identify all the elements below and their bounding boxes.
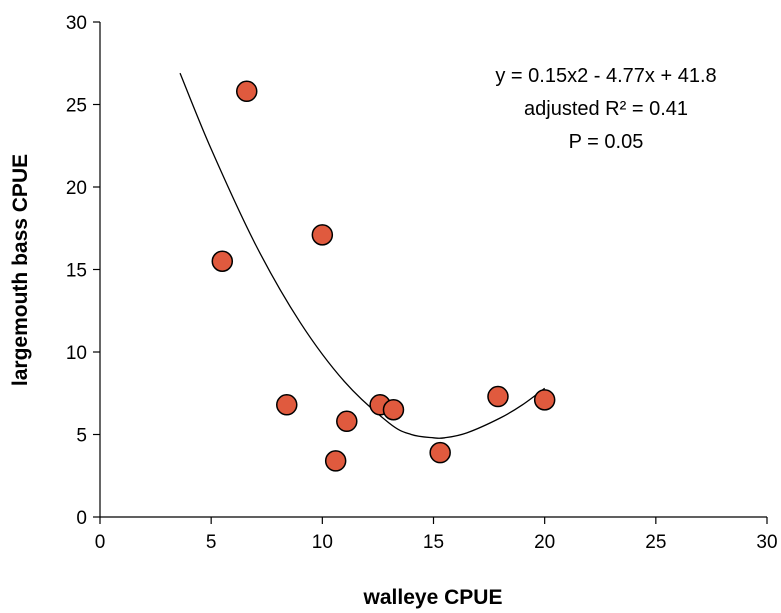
y-tick-label: 15 xyxy=(66,261,87,282)
data-point xyxy=(276,394,298,416)
x-tick-label: 15 xyxy=(423,532,444,553)
data-point xyxy=(311,224,334,246)
x-tick-label: 0 xyxy=(95,532,106,553)
data-point xyxy=(211,250,234,272)
quadratic-trendline xyxy=(179,72,546,439)
data-point xyxy=(487,385,509,408)
axes xyxy=(99,22,767,518)
data-point xyxy=(336,410,358,433)
x-axis-title: walleye CPUE xyxy=(363,586,503,609)
x-tick-label: 30 xyxy=(756,532,777,553)
x-tick-label: 10 xyxy=(312,532,333,553)
y-tick-label: 20 xyxy=(66,178,87,199)
x-tick-label: 25 xyxy=(645,532,666,553)
y-axis-title: largemouth bass CPUE xyxy=(9,154,32,386)
data-point xyxy=(324,450,347,472)
y-tick-label: 25 xyxy=(66,96,87,117)
y-tick-label: 30 xyxy=(66,13,87,34)
y-tick-label: 0 xyxy=(76,508,87,529)
fit-p-value: P = 0.05 xyxy=(569,131,644,153)
fit-r-squared: adjusted R² = 0.41 xyxy=(524,98,688,120)
equation-annotation: y = 0.15x2 - 4.77x + 41.8 adjusted R² = … xyxy=(495,65,716,153)
data-point xyxy=(382,399,405,421)
points-layer xyxy=(211,80,556,472)
x-tick-label: 20 xyxy=(534,532,555,553)
fit-equation: y = 0.15x2 - 4.77x + 41.8 xyxy=(495,65,716,87)
y-tick-label: 5 xyxy=(76,426,87,447)
y-tick-label: 10 xyxy=(66,343,87,364)
x-tick-label: 5 xyxy=(206,532,217,553)
data-point xyxy=(235,80,258,103)
data-point xyxy=(429,441,451,464)
trendline-layer xyxy=(179,72,546,439)
data-point xyxy=(533,389,556,411)
ticks: 0 5 10 15 20 25 30 0 5 10 15 20 25 30 xyxy=(66,13,778,553)
